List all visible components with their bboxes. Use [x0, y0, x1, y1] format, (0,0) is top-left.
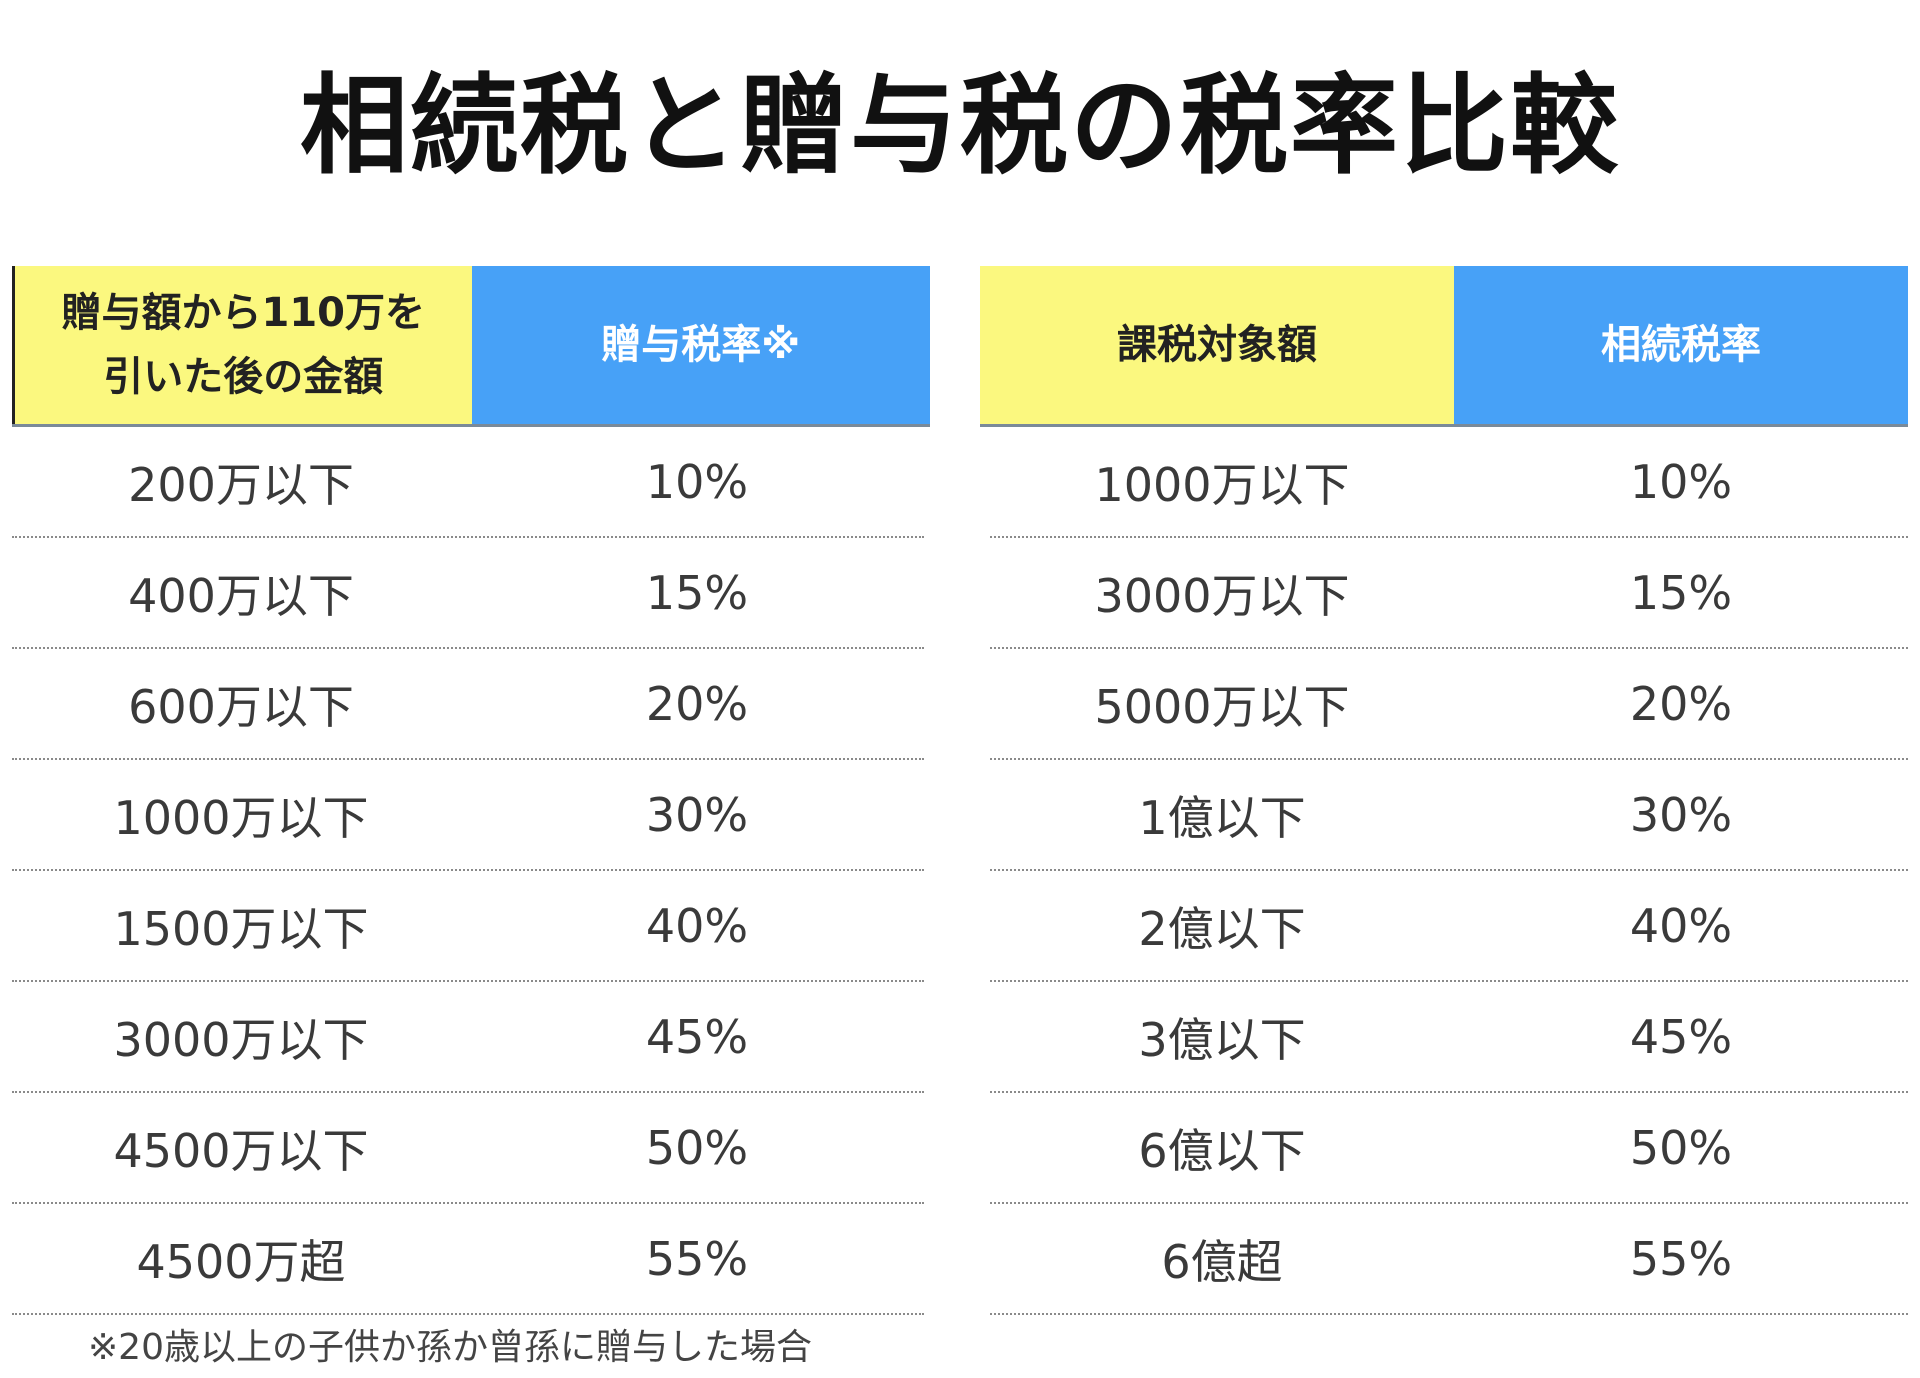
inheritance-tax-table-body: 1000万以下 10% 3000万以下 15% 5000万以下 20% 1億以下 30% 2億以…	[980, 428, 1908, 1315]
inheritance-table-row: 5000万以下 20%	[990, 650, 1908, 760]
gift-table-row: 200万以下 10%	[12, 428, 924, 538]
gift-table-row: 4500万以下 50%	[12, 1094, 924, 1204]
gift-table-row: 3000万以下 45%	[12, 983, 924, 1093]
gift-amount-cell: 400万以下	[128, 569, 354, 623]
inheritance-tax-table: 課税対象額 相続税率 1000万以下 10% 3000万以下 15% 5000万以下 20…	[980, 266, 1908, 1315]
gift-amount-cell: 1500万以下	[113, 902, 369, 956]
inheritance-amount-cell: 1億以下	[1138, 791, 1306, 845]
gift-table-row: 400万以下 15%	[12, 539, 924, 649]
gift-amount-header-label: 贈与額から110万を 引いた後の金額	[61, 290, 426, 400]
gift-rate-cell: 20%	[645, 677, 749, 731]
inheritance-tax-table-header: 課税対象額 相続税率	[980, 266, 1908, 427]
gift-amount-cell: 4500万超	[136, 1235, 346, 1289]
inheritance-amount-cell: 5000万以下	[1094, 680, 1350, 734]
inheritance-rate-cell: 10%	[1629, 455, 1733, 509]
gift-tax-table-header: 贈与額から110万を 引いた後の金額 贈与税率※	[12, 266, 930, 427]
inheritance-table-row: 2億以下 40%	[990, 872, 1908, 982]
gift-amount-header: 贈与額から110万を 引いた後の金額	[12, 266, 472, 424]
gift-amount-cell: 1000万以下	[113, 791, 369, 845]
gift-amount-cell: 3000万以下	[113, 1013, 369, 1067]
gift-table-row: 600万以下 20%	[12, 650, 924, 760]
gift-rate-cell: 55%	[645, 1232, 749, 1286]
inheritance-table-row: 3億以下 45%	[990, 983, 1908, 1093]
page-title: 相続税と贈与税の税率比較	[299, 64, 1620, 189]
gift-rate-cell: 45%	[645, 1010, 749, 1064]
inheritance-table-row: 3000万以下 15%	[990, 539, 1908, 649]
inheritance-rate-cell: 50%	[1629, 1121, 1733, 1175]
gift-table-row: 1500万以下 40%	[12, 872, 924, 982]
gift-rate-cell: 50%	[645, 1121, 749, 1175]
inheritance-table-row: 1000万以下 10%	[990, 428, 1908, 538]
footnote: ※20歳以上の子供か孫か曾孫に贈与した場合	[88, 1327, 812, 1368]
inheritance-rate-header: 相続税率	[1454, 266, 1908, 424]
inheritance-amount-cell: 6億以下	[1138, 1124, 1306, 1178]
inheritance-rate-cell: 15%	[1629, 566, 1733, 620]
inheritance-rate-cell: 45%	[1629, 1010, 1733, 1064]
inheritance-table-row: 6億以下 50%	[990, 1094, 1908, 1204]
inheritance-rate-header-label: 相続税率	[1601, 322, 1761, 368]
inheritance-rate-cell: 20%	[1629, 677, 1733, 731]
gift-amount-cell: 4500万以下	[113, 1124, 369, 1178]
inheritance-rate-cell: 40%	[1629, 899, 1733, 953]
gift-table-row: 1000万以下 30%	[12, 761, 924, 871]
gift-amount-cell: 600万以下	[128, 680, 354, 734]
inheritance-table-row: 6億超 55%	[990, 1205, 1908, 1315]
inheritance-table-row: 1億以下 30%	[990, 761, 1908, 871]
gift-tax-table-body: 200万以下 10% 400万以下 15% 600万以下 20% 1000万以下 30% 150…	[12, 428, 930, 1315]
inheritance-rate-cell: 55%	[1629, 1232, 1733, 1286]
inheritance-amount-cell: 3000万以下	[1094, 569, 1350, 623]
inheritance-amount-cell: 2億以下	[1138, 902, 1306, 956]
gift-rate-header-label: 贈与税率※	[601, 322, 801, 368]
inheritance-amount-cell: 6億超	[1161, 1235, 1283, 1289]
gift-amount-cell: 200万以下	[128, 458, 354, 512]
gift-rate-cell: 40%	[645, 899, 749, 953]
inheritance-amount-cell: 3億以下	[1138, 1013, 1306, 1067]
inheritance-rate-cell: 30%	[1629, 788, 1733, 842]
inheritance-amount-cell: 1000万以下	[1094, 458, 1350, 512]
inheritance-amount-header-label: 課税対象額	[1117, 322, 1317, 368]
gift-tax-table: 贈与額から110万を 引いた後の金額 贈与税率※ 200万以下 10% 400万以下…	[12, 266, 930, 1315]
gift-rate-cell: 10%	[645, 455, 749, 509]
gift-rate-header: 贈与税率※	[471, 266, 930, 424]
gift-rate-cell: 30%	[645, 788, 749, 842]
gift-table-row: 4500万超 55%	[12, 1205, 924, 1315]
inheritance-amount-header: 課税対象額	[980, 266, 1454, 424]
gift-rate-cell: 15%	[645, 566, 749, 620]
